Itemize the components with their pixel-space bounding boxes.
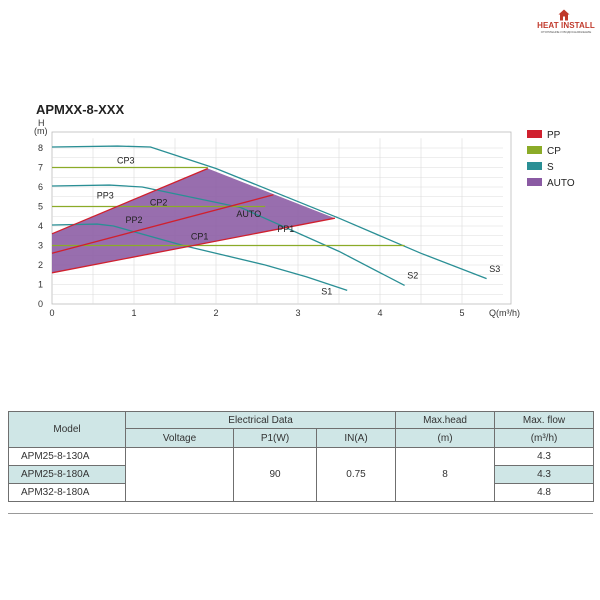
header-electrical-data: Electrical Data — [124, 411, 397, 429]
p1-cell: 90 — [233, 447, 317, 502]
table-bottom-rule — [8, 513, 593, 514]
y-tick-label: 5 — [38, 202, 43, 212]
series-line-s3 — [51, 145, 487, 280]
max-flow-cell: 4.3 — [494, 465, 595, 484]
tick-labels: 0 1 2 3 4 5 0 1 2 3 4 5 6 7 8 — [38, 143, 465, 318]
curve-label: S2 — [407, 271, 418, 281]
curve-label: PP1 — [277, 224, 294, 234]
x-axis-label: Q(m³/h) — [489, 308, 520, 318]
y-tick-label: 4 — [38, 221, 43, 231]
curve-label: S3 — [489, 264, 500, 274]
x-tick-label: 2 — [213, 308, 218, 318]
header-voltage: Voltage — [125, 428, 234, 448]
curve-label: PP3 — [97, 191, 114, 201]
x-tick-label: 3 — [295, 308, 300, 318]
legend-swatch — [527, 162, 542, 170]
y-tick-label: 8 — [38, 143, 43, 153]
house-icon — [558, 9, 570, 21]
y-tick-label: 6 — [38, 182, 43, 192]
series-layer — [51, 145, 487, 291]
y-tick-label: 0 — [38, 299, 43, 309]
model-cell: APM32-8-180A — [8, 483, 126, 502]
logo-name: HEAT INSTALL — [537, 21, 595, 30]
x-tick-label: 0 — [49, 308, 54, 318]
curve-labels: CP3 PP3 CP2 PP2 AUTO PP1 CP1 S1 S2 S3 — [97, 156, 501, 297]
curve-label: S1 — [321, 286, 332, 296]
header-max-flow: Max. flow — [494, 411, 595, 429]
y-axis-label-unit: (m) — [34, 126, 48, 136]
table-row: APM32-8-180A 4.8 — [8, 483, 595, 502]
series-line-s2 — [51, 184, 405, 287]
voltage-cell — [125, 447, 234, 502]
curve-label: PP2 — [125, 215, 142, 225]
legend-swatch — [527, 130, 542, 138]
legend-label: PP — [547, 130, 561, 141]
heat-install-logo: HEAT INSTALL ОТОПЛЕНИЕ И ВОДОСНАБЖЕНИЕ — [534, 9, 598, 34]
legend-swatch — [527, 146, 542, 154]
legend-label: S — [547, 162, 554, 173]
header-model: Model — [8, 411, 126, 448]
header-p1: P1(W) — [233, 428, 317, 448]
model-cell: APM25-8-130A — [8, 447, 126, 466]
table-row: APM25-8-180A 4.3 — [8, 465, 595, 484]
y-tick-label: 1 — [38, 280, 43, 290]
x-tick-label: 4 — [377, 308, 382, 318]
header-max-head-unit: (m) — [395, 428, 496, 448]
in-cell: 0.75 — [315, 447, 397, 502]
series-line-pp1 — [51, 217, 336, 274]
table-row: APM25-8-130A 90 0.75 8 4.3 — [8, 447, 595, 502]
pump-performance-chart: 0 1 2 3 4 5 0 1 2 3 4 5 6 7 8 CP3 PP3 CP2 PP2 AUTO PP1 CP1 S1… — [34, 118, 575, 318]
curve-label: AUTO — [236, 209, 261, 219]
y-tick-label: 7 — [38, 163, 43, 173]
legend-label: AUTO — [547, 178, 575, 189]
x-tick-label: 1 — [131, 308, 136, 318]
series-line-pp2 — [51, 194, 274, 254]
x-tick-label: 5 — [459, 308, 464, 318]
auto-region-layer — [52, 168, 335, 273]
logo-tagline: ОТОПЛЕНИЕ И ВОДОСНАБЖЕНИЕ — [540, 30, 592, 34]
curve-label: CP2 — [150, 198, 168, 208]
y-axis-label-h: H — [38, 118, 45, 128]
max-flow-cell: 4.8 — [494, 483, 595, 502]
chart-title: APMXX-8-XXX — [36, 102, 125, 117]
y-tick-label: 2 — [38, 260, 43, 270]
max-flow-cell: 4.3 — [494, 447, 595, 466]
header-max-head: Max.head — [395, 411, 496, 429]
model-cell: APM25-8-180A — [8, 465, 126, 484]
curve-label: CP1 — [191, 232, 209, 242]
series-line-pp3 — [51, 167, 209, 235]
header-max-flow-unit: (m³/h) — [494, 428, 595, 448]
spec-table: Model Electrical Data Max.head Max. flow… — [8, 411, 595, 502]
header-in: IN(A) — [315, 428, 397, 448]
curve-label: CP3 — [117, 156, 135, 166]
legend-swatch — [527, 178, 542, 186]
max-head-cell: 8 — [395, 447, 496, 502]
y-tick-label: 3 — [38, 241, 43, 251]
chart-legend: PP CP S AUTO — [527, 130, 575, 189]
auto-region — [52, 168, 335, 273]
legend-label: CP — [547, 146, 561, 157]
